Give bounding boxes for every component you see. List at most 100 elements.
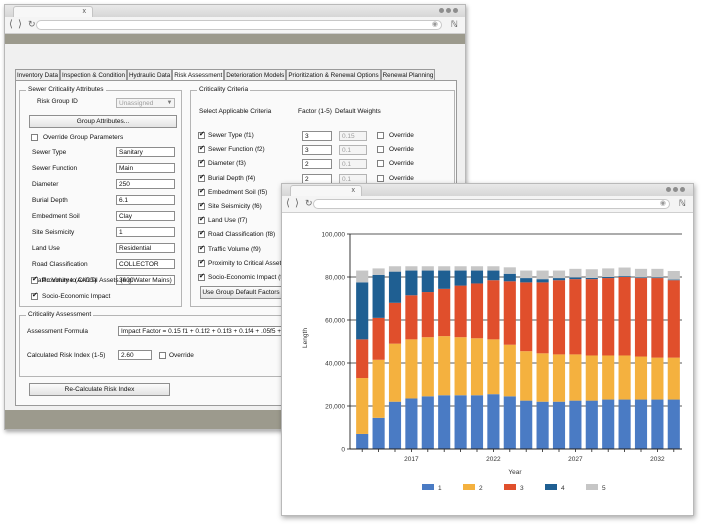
override-group-checkbox[interactable] (31, 134, 38, 141)
bar-segment-series-1-2016 (388, 401, 402, 449)
nav-bar: ⟨ ⟩ ↻ ◉ ℕ (282, 196, 693, 213)
tab-inspection-condition[interactable]: Inspection & Condition (59, 69, 127, 80)
recalculate-risk-button[interactable]: Re-Calculate Risk Index (29, 383, 170, 396)
land-use-field[interactable]: Residential (116, 243, 175, 253)
x-axis-label: Year (508, 469, 522, 476)
forward-icon[interactable]: ⟩ (295, 198, 299, 209)
tab-hydraulic-data[interactable]: Hydraulic Data (126, 69, 173, 80)
window-controls[interactable] (666, 187, 685, 192)
browser-menu-icon[interactable]: ℕ (450, 19, 458, 29)
criteria-checkbox[interactable] (198, 272, 205, 281)
tab-close-icon[interactable]: x (82, 8, 87, 15)
reload-icon[interactable]: ↻ (28, 19, 36, 29)
criteria-label: Site Seismicity (f6) (208, 203, 262, 210)
diameter-field[interactable]: 250 (116, 179, 175, 189)
forward-icon[interactable]: ⟩ (18, 19, 22, 30)
tab-risk-assessment[interactable]: Risk Assessment (172, 69, 225, 80)
x-tick-label: 2032 (650, 456, 665, 463)
bar-segment-series-5-2029 (602, 268, 615, 277)
bar-segment-series-2-2031 (634, 356, 648, 400)
weight-field: 0.15 (339, 131, 367, 141)
override-checkbox[interactable] (377, 132, 384, 139)
criteria-checkbox[interactable] (198, 158, 205, 167)
bar-segment-series-2-2022 (487, 339, 500, 395)
burial-depth-field[interactable]: 6.1 (116, 195, 175, 205)
address-bar[interactable]: ◉ (36, 20, 442, 30)
criteria-checkbox[interactable] (198, 201, 205, 210)
bar-segment-series-3-2018 (421, 292, 434, 338)
factor-field[interactable]: 3 (302, 131, 332, 141)
bar-segment-series-4-2032 (651, 277, 664, 279)
factor-field[interactable]: 3 (302, 145, 332, 155)
toolbar-strip (5, 34, 465, 44)
use-group-defaults-button[interactable]: Use Group Default Factors (200, 286, 282, 299)
risk-index-label: Calculated Risk Index (1-5) (27, 352, 106, 359)
bar-segment-series-5-2028 (585, 269, 598, 278)
criteria-checkbox[interactable] (198, 215, 205, 224)
browser-menu-icon[interactable]: ℕ (678, 198, 686, 208)
bar-segment-series-5-2026 (552, 270, 566, 279)
browser-tab[interactable]: x (290, 185, 362, 196)
criteria-label: Diameter (f3) (208, 160, 246, 167)
criteria-checkbox[interactable] (198, 187, 205, 196)
criteria-checkbox[interactable] (198, 244, 205, 253)
override-checkbox[interactable] (377, 175, 384, 182)
bar-segment-series-3-2017 (405, 295, 418, 340)
road-classification-field[interactable]: COLLECTOR (116, 259, 175, 269)
criticality-criteria-title: Criticality Criteria (197, 86, 251, 93)
criteria-checkbox[interactable] (198, 173, 205, 182)
bar-segment-series-2-2029 (602, 355, 615, 400)
bar-segment-series-3-2020 (454, 285, 467, 338)
embedment-soil-field[interactable]: Clay (116, 211, 175, 221)
bar-segment-series-1-2023 (503, 396, 516, 449)
tab-deterioration-models[interactable]: Deterioration Models (224, 69, 287, 80)
bar-segment-series-4-2028 (585, 277, 598, 280)
bar-segment-series-3-2021 (470, 283, 484, 339)
assessment-formula-field[interactable]: Impact Factor = 0.15 f1 + 0.1f2 + 0.1f3 … (118, 326, 290, 336)
bar-segment-series-3-2028 (585, 279, 598, 356)
sewer-function-field[interactable]: Main (116, 163, 175, 173)
back-icon[interactable]: ⟨ (286, 198, 290, 209)
bar-segment-series-5-2032 (651, 268, 664, 278)
bar-segment-series-1-2021 (470, 395, 484, 449)
criteria-checkbox[interactable] (198, 258, 205, 267)
tab-renewal-planning[interactable]: Renewal Planning (380, 69, 436, 80)
address-bar[interactable]: ◉ (313, 199, 670, 209)
override-checkbox[interactable] (377, 160, 384, 167)
risk-index-field[interactable]: 2.60 (118, 350, 152, 360)
window-controls[interactable] (439, 8, 458, 13)
tab-close-icon[interactable]: x (351, 187, 356, 194)
criteria-checkbox[interactable] (198, 130, 205, 139)
group-attributes-button[interactable]: Group Attributes... (29, 115, 177, 128)
browser-tab[interactable]: x (13, 6, 93, 17)
criteria-label: Sewer Function (f2) (208, 146, 265, 153)
site-seismicity-field[interactable]: 1 (116, 227, 175, 237)
bar-segment-series-2-2020 (454, 337, 467, 396)
bar-segment-series-5-2024 (520, 270, 533, 279)
bar-segment-series-3-2016 (388, 302, 402, 344)
proximity-checkbox[interactable] (31, 275, 38, 284)
weight-field: 0.1 (339, 159, 367, 169)
traffic-volume-field[interactable]: 3600 (116, 275, 175, 285)
bar-segment-series-4-2019 (438, 270, 451, 289)
factor-field[interactable]: 2 (302, 159, 332, 169)
risk-override-checkbox[interactable] (159, 352, 166, 359)
back-icon[interactable]: ⟨ (9, 19, 13, 30)
sewer-type-field[interactable]: Sanitary (116, 147, 175, 157)
field-label: Traffic Volume (AADT) (32, 277, 97, 284)
field-label: Burial Depth (32, 197, 68, 204)
bar-segment-series-2-2025 (536, 353, 549, 402)
risk-group-select[interactable]: Unassigned ▼ (116, 98, 175, 108)
reload-icon[interactable]: ↻ (305, 198, 313, 208)
override-checkbox[interactable] (377, 146, 384, 153)
override-label: Override (389, 160, 414, 167)
criteria-label: Sewer Type (f1) (208, 132, 254, 139)
criteria-checkbox[interactable] (198, 144, 205, 153)
bar-segment-series-5-2015 (372, 268, 385, 275)
tab-inventory-data[interactable]: Inventory Data (15, 69, 60, 80)
risk-override-label: Override (169, 352, 194, 359)
socio-economic-checkbox[interactable] (31, 291, 38, 300)
tab-prioritization-renewal[interactable]: Prioritization & Renewal Options (286, 69, 381, 80)
criticality-assessment-title: Criticality Assessment (26, 311, 94, 318)
criteria-checkbox[interactable] (198, 229, 205, 238)
